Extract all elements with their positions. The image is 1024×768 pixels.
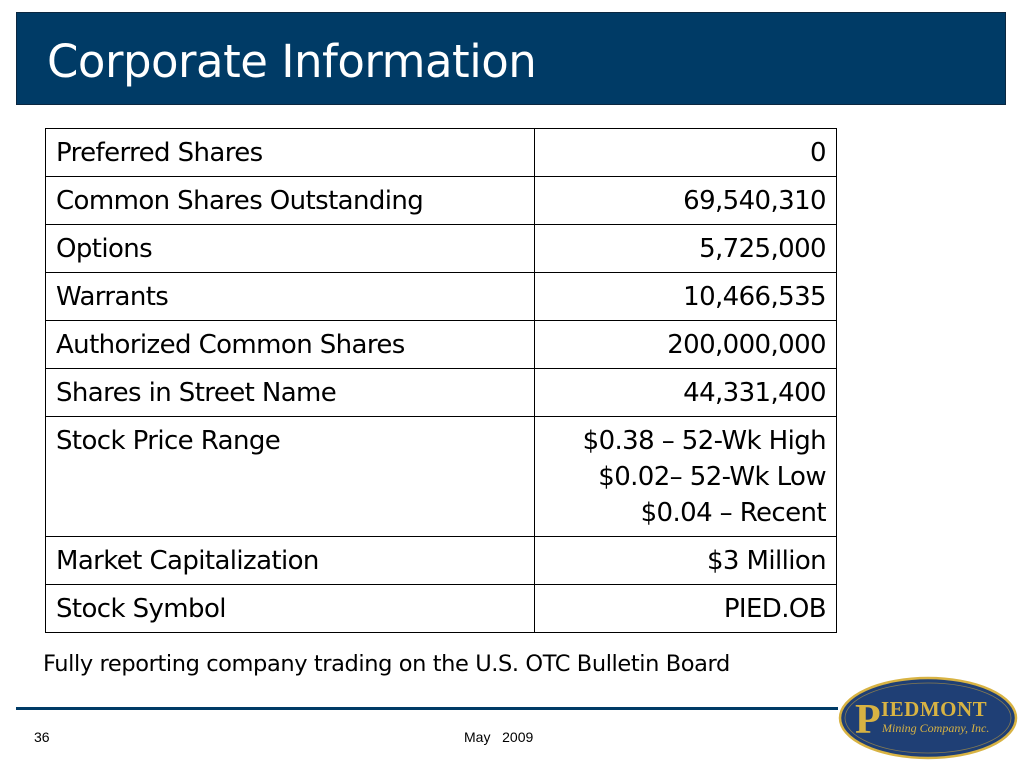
- table-row: Options 5,725,000: [45, 224, 837, 273]
- row-label: Warrants: [45, 272, 535, 321]
- corporate-info-table: Preferred Shares 0 Common Shares Outstan…: [45, 128, 837, 633]
- row-value: 44,331,400: [534, 368, 837, 417]
- row-value: 69,540,310: [534, 176, 837, 225]
- footnote: Fully reporting company trading on the U…: [43, 651, 730, 677]
- price-low: $0.02– 52-Wk Low: [598, 462, 826, 492]
- row-value: 200,000,000: [534, 320, 837, 369]
- table-row: Shares in Street Name 44,331,400: [45, 368, 837, 417]
- table-row: Market Capitalization $3 Million: [45, 536, 837, 585]
- table-row: Common Shares Outstanding 69,540,310: [45, 176, 837, 225]
- table-row: Authorized Common Shares 200,000,000: [45, 320, 837, 369]
- row-label: Stock Price Range: [45, 416, 535, 537]
- row-value: PIED.OB: [534, 584, 837, 633]
- logo-oval: [838, 676, 1018, 760]
- row-value-multiline: $0.38 – 52-Wk High $0.02– 52-Wk Low $0.0…: [534, 416, 837, 537]
- footer-date: May 2009: [464, 729, 534, 745]
- logo-inner-ring: [844, 682, 1012, 754]
- company-logo: P IEDMONT Mining Company, Inc.: [838, 676, 1018, 764]
- row-label: Shares in Street Name: [45, 368, 535, 417]
- row-value: 0: [534, 128, 837, 177]
- row-label: Common Shares Outstanding: [45, 176, 535, 225]
- logo-graphic: P IEDMONT Mining Company, Inc.: [838, 676, 1018, 760]
- footer-divider: [16, 707, 838, 710]
- table-row: Preferred Shares 0: [45, 128, 837, 177]
- logo-initial: P: [855, 697, 881, 743]
- page-title: Corporate Information: [47, 35, 537, 88]
- row-label: Market Capitalization: [45, 536, 535, 585]
- row-value: 10,466,535: [534, 272, 837, 321]
- table-row: Warrants 10,466,535: [45, 272, 837, 321]
- row-value: 5,725,000: [534, 224, 837, 273]
- logo-subtitle: Mining Company, Inc.: [881, 721, 989, 735]
- price-high: $0.38 – 52-Wk High: [582, 426, 827, 456]
- price-recent: $0.04 – Recent: [640, 498, 827, 528]
- title-bar: Corporate Information: [16, 12, 1006, 105]
- row-label: Preferred Shares: [45, 128, 535, 177]
- row-value: $3 Million: [534, 536, 837, 585]
- page-number: 36: [34, 729, 50, 745]
- row-label: Stock Symbol: [45, 584, 535, 633]
- row-label: Options: [45, 224, 535, 273]
- logo-name: IEDMONT: [881, 697, 987, 721]
- row-label: Authorized Common Shares: [45, 320, 535, 369]
- table-row: Stock Price Range $0.38 – 52-Wk High $0.…: [45, 416, 837, 537]
- table-row: Stock Symbol PIED.OB: [45, 584, 837, 633]
